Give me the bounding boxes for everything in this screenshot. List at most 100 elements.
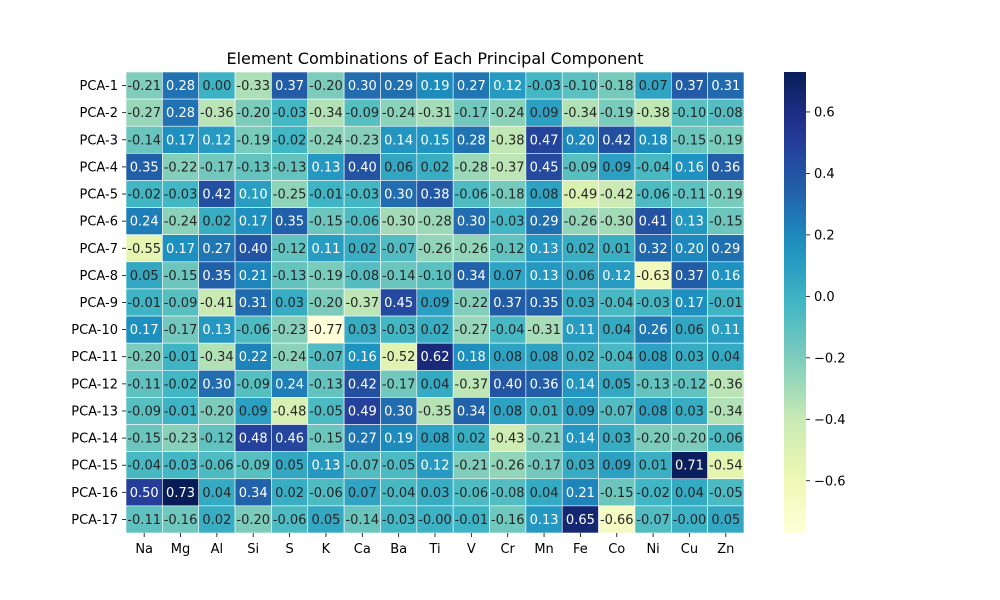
cell-value-label: 0.28 [166,106,195,121]
cell-value-label: -0.06 [200,459,234,474]
heatmap-cell [707,180,745,208]
heatmap-cell [271,153,309,181]
cell-value-label: -0.63 [636,269,670,284]
heatmap-cell [343,288,381,317]
cell-value-label: -0.15 [709,215,743,230]
cell-value-label: -0.08 [491,486,525,501]
cell-value-label: 0.27 [348,432,377,447]
cell-value-label: -0.09 [236,459,270,474]
heatmap-cell [525,505,563,534]
cell-value-label: -0.09 [127,404,161,419]
heatmap-cell [598,397,636,425]
heatmap-cell [162,153,200,181]
cell-value-label: 0.01 [639,459,668,474]
cell-value-label: -0.02 [127,188,161,203]
cell-value-label: -0.13 [236,160,270,175]
cell-value-label: 0.45 [530,160,559,175]
heatmap-cell [525,261,563,290]
heatmap-cell [598,71,636,100]
cell-value-label: 0.21 [566,486,595,501]
heatmap-cell [598,288,636,317]
column-tick-label: Ca [354,542,371,557]
heatmap-cell [707,207,745,236]
cell-value-label: 0.29 [711,242,740,257]
heatmap-cell [452,288,490,317]
cell-value-label: -0.31 [418,106,452,121]
heatmap-cell [162,207,200,236]
cell-value-label: -0.54 [709,459,743,474]
column-tick-label: Al [211,542,224,557]
cell-value-label: -0.07 [636,513,670,528]
cell-value-label: 0.03 [566,459,595,474]
cell-value-label: 0.30 [457,215,486,230]
cell-value-label: -0.06 [345,215,379,230]
cell-value-label: 0.41 [639,215,668,230]
cell-value-label: 0.03 [275,296,304,311]
cell-value-label: 0.07 [348,486,377,501]
cell-value-label: -0.36 [709,377,743,392]
cell-value-label: 0.42 [602,133,631,148]
cell-value-label: -0.23 [164,432,198,447]
heatmap-cell [162,98,200,127]
cell-value-label: -0.35 [418,404,452,419]
column-tick-label: Zn [717,542,734,557]
heatmap-cell [307,180,345,208]
cell-value-label: 0.04 [602,323,631,338]
heatmap-cell [561,153,599,181]
cell-value-label: -0.52 [382,350,416,365]
cell-value-label: -0.10 [418,269,452,284]
cell-value-label: 0.08 [530,350,559,365]
colorbar-tick-label: −0.2 [814,351,846,366]
cell-value-label: 0.40 [239,242,268,257]
heatmap-cell [452,261,490,290]
heatmap-cell [452,153,490,181]
heatmap-cell [489,288,527,317]
cell-value-label: -0.12 [491,242,525,257]
colorbar-tick-label: 0.4 [814,167,835,182]
cell-value-label: 0.03 [421,486,450,501]
heatmap-cell [162,234,200,263]
cell-value-label: 0.13 [530,269,559,284]
row-tick-label: PCA-17 [71,513,118,528]
row-tick-label: PCA-9 [80,296,119,311]
cell-value-label: -0.14 [382,269,416,284]
cell-value-label: 0.17 [166,133,195,148]
cell-value-label: -0.48 [273,404,307,419]
row-tick-label: PCA-10 [71,323,118,338]
cell-value-label: 0.15 [421,133,450,148]
cell-value-label: 0.42 [348,377,377,392]
heatmap-cell [598,234,636,263]
heatmap-cell [707,261,745,290]
column-tick-label: Ni [646,542,659,557]
heatmap-cell [343,342,381,371]
cell-value-label: -0.38 [636,106,670,121]
cell-value-label: 0.42 [202,188,231,203]
colorbar-tick-label: −0.6 [814,474,846,489]
cell-value-label: 0.45 [384,296,413,311]
cell-value-label: -0.04 [382,486,416,501]
cell-value-label: 0.31 [239,296,268,311]
cell-value-label: -0.03 [382,323,416,338]
cell-value-label: -0.15 [164,269,198,284]
cell-value-label: -0.06 [455,188,489,203]
cell-value-label: 0.13 [311,160,340,175]
cell-value-label: 0.12 [602,269,631,284]
cell-value-label: 0.17 [239,215,268,230]
cell-value-label: 0.11 [311,242,340,257]
heatmap-cell [598,424,636,452]
column-tick-label: K [322,542,331,557]
cell-value-label: 0.37 [675,269,704,284]
cell-value-label: -0.07 [600,404,634,419]
colorbar-tick-label: 0.0 [814,290,835,305]
cell-value-label: -0.30 [382,215,416,230]
heatmap-cell [125,71,163,100]
cell-value-label: 0.20 [566,133,595,148]
cell-value-label: -0.06 [236,323,270,338]
cell-value-label: 0.02 [275,486,304,501]
heatmap-cell [670,288,708,317]
heatmap-cell [634,153,672,181]
cell-value-label: 0.10 [239,188,268,203]
colorbar-gradient [784,72,806,533]
cell-value-label: -0.20 [200,404,234,419]
colorbar-tick-label: 0.6 [814,105,835,120]
